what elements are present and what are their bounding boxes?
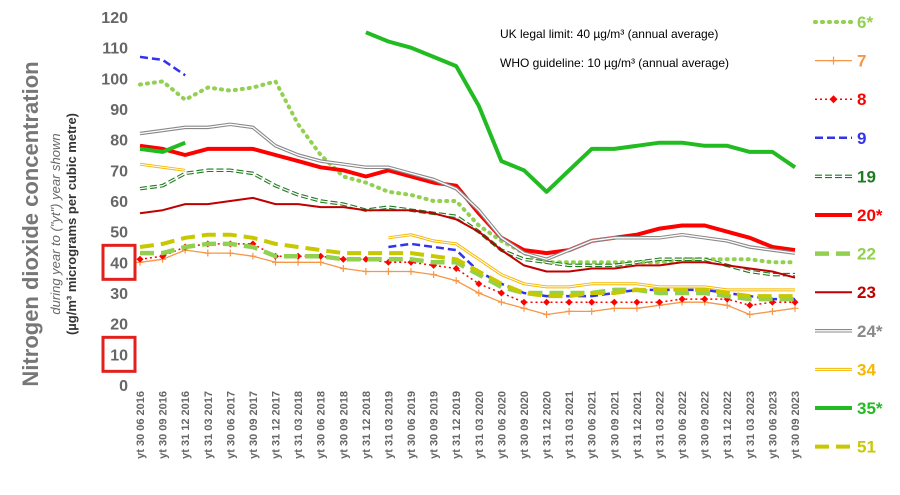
series-24-line (139, 122, 796, 262)
x-tick-label: yt 30 09 2020 (519, 391, 531, 459)
x-tick-label: yt 31 03 2020 (474, 391, 486, 459)
legend-label: 8 (857, 90, 866, 109)
highlight-box (101, 243, 137, 281)
y-tick-label: 110 (102, 41, 128, 58)
y-tick-label: 70 (110, 163, 128, 180)
y-tick-label: 50 (110, 225, 128, 242)
x-tick-label: yt 30 09 2017 (248, 391, 260, 459)
y-tick-label: 0 (119, 378, 128, 395)
x-tick-label: yt 30 09 2016 (158, 391, 170, 459)
series-51-line (139, 232, 795, 299)
legend-label: 6* (857, 13, 873, 32)
x-tick-label: yt 31 12 2019 (451, 391, 463, 459)
legend-label: 9 (857, 129, 866, 148)
legend-item-20: 20* (815, 206, 883, 225)
x-tick-label: yt 30 06 2019 (406, 391, 418, 459)
legend-item-23: 23 (815, 283, 876, 302)
series-34-line (139, 162, 795, 292)
x-tick-label: yt 31 12 2022 (722, 391, 734, 459)
x-tick-label: yt 30 06 2023 (767, 391, 779, 459)
x-tick-label: yt 31 12 2016 (180, 391, 192, 459)
legend-label: 19 (857, 167, 876, 186)
y-tick-label: 20 (110, 317, 128, 334)
legend-label: 34 (857, 360, 876, 379)
y-tick-label: 40 (110, 255, 128, 272)
x-tick-label: yt 30 06 2021 (587, 391, 599, 459)
y-tick-label: 30 (110, 286, 128, 303)
y-axis-subtitle: during year to ("yt") year shown (48, 133, 63, 314)
y-tick-label: 10 (110, 347, 128, 364)
series-22-line (140, 241, 795, 302)
x-tick-label: yt 31 12 2020 (542, 391, 554, 459)
legend-item-22: 22 (815, 245, 876, 264)
x-tick-label: yt 30 09 2018 (338, 391, 350, 459)
legend-item-19: 19 (815, 167, 876, 186)
x-tick-label: yt 31 12 2017 (271, 391, 283, 459)
y-tick-label: 100 (101, 71, 128, 88)
x-tick-label: yt 30 09 2023 (790, 391, 802, 459)
x-tick-label: yt 30 09 2022 (700, 391, 712, 459)
legend-item-34: 34 (815, 360, 876, 379)
x-tick-label: yt 31 03 2023 (745, 391, 757, 459)
y-axis-title: Nitrogen dioxide concentration (18, 61, 43, 386)
legend-label: 20* (857, 206, 883, 225)
highlight-boxes (101, 243, 137, 373)
y-axis-ticks: 0 10 20 30 40 50 60 70 80 90 100 110 120 (101, 10, 128, 395)
x-tick-label: yt 31 03 2019 (383, 391, 395, 459)
x-tick-label: yt 30 06 2017 (225, 391, 237, 459)
who-guideline-note: WHO guideline: 10 µg/m³ (annual average) (500, 56, 729, 70)
series-lines (136, 30, 799, 318)
uk-limit-note: UK legal limit: 40 µg/m³ (annual average… (500, 27, 718, 41)
x-tick-label: yt 30 06 2016 (135, 391, 147, 459)
legend-item-9: 9 (815, 129, 866, 148)
legend-item-7: 7 (815, 52, 866, 71)
x-tick-label: yt 31 03 2021 (564, 391, 576, 459)
y-tick-label: 90 (110, 102, 128, 119)
legend-label: 35* (857, 399, 883, 418)
legend-item-35: 35* (815, 399, 883, 418)
legend-label: 22 (857, 245, 876, 264)
x-axis-ticks: yt 30 06 2016 yt 30 09 2016 yt 31 12 2016 y… (135, 391, 802, 459)
legend-label: 51 (857, 438, 876, 457)
series-23-line (139, 196, 796, 279)
legend-label: 23 (857, 283, 876, 302)
series-8-line (136, 240, 799, 309)
legend-item-6: 6* (813, 13, 873, 32)
x-tick-label: yt 31 03 2018 (293, 391, 305, 459)
x-tick-label: yt 31 03 2022 (654, 391, 666, 459)
series-35-line (139, 30, 797, 194)
x-tick-label: yt 30 06 2020 (496, 391, 508, 459)
y-tick-label: 60 (110, 194, 128, 211)
series-19-line (139, 168, 795, 277)
x-tick-label: yt 31 12 2021 (632, 391, 644, 459)
legend-label: 7 (857, 52, 866, 71)
x-tick-label: yt 31 03 2017 (203, 391, 215, 459)
legend-item-51: 51 (815, 438, 876, 457)
y-tick-label: 80 (110, 133, 128, 150)
x-tick-label: yt 30 06 2018 (316, 391, 328, 459)
legend-item-8: 8 (815, 90, 866, 109)
x-tick-label: yt 30 09 2019 (429, 391, 441, 459)
legend-item-24: 24* (815, 322, 883, 341)
x-tick-label: yt 30 09 2021 (609, 391, 621, 459)
legend-label: 24* (857, 322, 883, 341)
x-tick-label: yt 31 12 2018 (361, 391, 373, 459)
x-tick-label: yt 30 06 2022 (677, 391, 689, 459)
highlight-box (101, 335, 137, 373)
y-tick-label: 120 (101, 10, 128, 27)
y-axis-units: (µg/m³ micrograms per cubic metre) (64, 113, 79, 335)
legend: 6* 7 8 9 19 20* 22 23 24* 34 35* 51 (813, 13, 883, 457)
